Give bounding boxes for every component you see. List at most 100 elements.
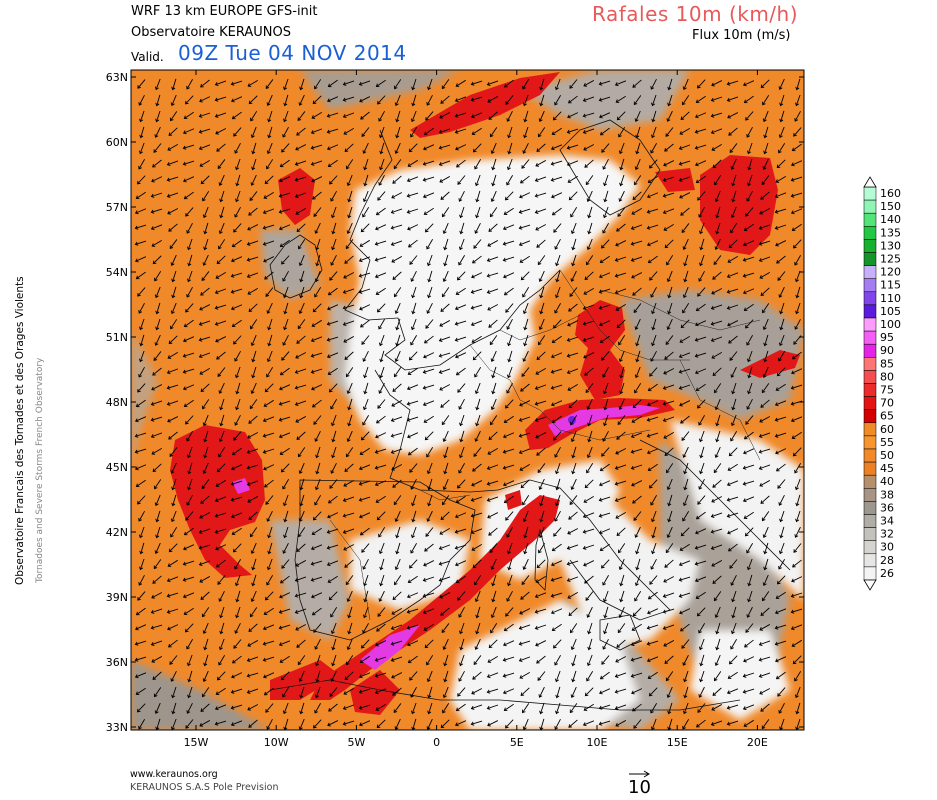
wind-arrow-head [536, 148, 541, 152]
wind-arrow [519, 192, 531, 198]
wind-arrow [568, 511, 578, 520]
wind-arrow-head [329, 277, 333, 281]
wind-arrow-head [662, 593, 667, 598]
wind-arrow [361, 639, 370, 649]
wind-arrow-head [167, 418, 171, 423]
wind-arrow-head [682, 517, 686, 522]
wind-arrow-head [743, 515, 748, 519]
wind-arrow-head [761, 597, 766, 602]
wind-arrow [199, 304, 211, 311]
wind-arrow [711, 288, 723, 295]
wind-arrow [263, 672, 275, 678]
wind-arrow-head [567, 322, 571, 327]
wind-arrow [586, 255, 594, 265]
wind-arrow-head [411, 710, 416, 715]
wind-arrow [471, 704, 483, 710]
wind-arrow-head [185, 725, 189, 729]
wind-arrow-head [200, 388, 205, 393]
wind-arrow [300, 494, 305, 506]
wind-arrow [616, 527, 626, 536]
wind-arrow-head [711, 82, 715, 87]
wind-arrow-head [760, 500, 765, 504]
wind-arrow-head [247, 498, 252, 503]
wind-arrow-head [311, 611, 316, 616]
wind-arrow-head [474, 438, 479, 442]
wind-arrow [268, 318, 273, 330]
wind-arrow [519, 463, 530, 471]
wind-arrow [599, 272, 611, 278]
wind-arrow [759, 448, 771, 453]
wind-arrow-head [424, 644, 429, 649]
wind-arrow-head [182, 594, 187, 599]
wind-arrow-head [650, 726, 655, 730]
legend-label: 90 [880, 344, 894, 357]
wind-arrow-head [523, 326, 528, 331]
wind-arrow [171, 670, 177, 682]
wind-arrow [439, 528, 450, 535]
wind-arrow-head [310, 546, 315, 551]
wind-arrow [361, 335, 370, 345]
wind-arrow-head [411, 294, 416, 299]
wind-arrow [169, 239, 178, 249]
wind-arrow [459, 238, 465, 250]
wind-arrow-head [457, 484, 461, 489]
wind-arrow [215, 720, 227, 725]
wind-arrow-head [616, 116, 621, 121]
wind-arrow [220, 190, 225, 202]
wind-arrow-head [440, 612, 444, 616]
wind-arrow [554, 302, 561, 314]
wind-arrow [312, 399, 322, 408]
wind-arrow-head [602, 646, 607, 650]
wind-arrow-head [425, 325, 429, 329]
wind-arrow-head [247, 434, 251, 439]
wind-arrow [683, 78, 689, 90]
wind-arrow-head [281, 565, 285, 569]
wind-arrow [183, 160, 195, 165]
wind-arrow [491, 398, 497, 410]
wind-arrow-head [614, 689, 619, 694]
legend-swatch [863, 409, 877, 424]
wind-arrow-head [218, 245, 222, 250]
wind-arrow-head [710, 305, 715, 310]
wind-arrow-head [294, 369, 299, 374]
wind-arrow [300, 702, 305, 714]
wind-arrow [472, 255, 482, 264]
wind-arrow-head [407, 451, 412, 456]
wind-arrow-head [171, 486, 176, 491]
wind-arrow-head [535, 642, 539, 647]
wind-arrow [791, 208, 803, 214]
lat-label: 45N [106, 461, 128, 474]
wind-arrow [695, 528, 707, 534]
wind-arrow-head [423, 419, 428, 423]
wind-arrow-head [582, 529, 587, 534]
wind-arrow-head [423, 627, 428, 631]
wind-arrow [425, 223, 434, 233]
wind-arrow-head [358, 705, 363, 710]
wind-arrow [492, 158, 497, 170]
wind-arrow-head [139, 534, 143, 539]
wind-arrow-head [731, 406, 736, 411]
wind-arrow-head [330, 613, 334, 618]
wind-arrow [379, 126, 385, 138]
wind-arrow-head [422, 577, 427, 582]
wind-arrow [603, 382, 609, 394]
wind-arrow-head [566, 561, 571, 566]
lat-label: 51N [106, 331, 128, 344]
lon-label: 15W [184, 736, 209, 749]
wind-arrow [535, 176, 547, 182]
wind-arrow-head [344, 468, 349, 472]
wind-arrow-head [502, 657, 507, 662]
website-label: www.keraunos.org [130, 769, 218, 780]
legend-label: 55 [880, 436, 894, 449]
wind-arrow-head [299, 278, 304, 283]
wind-arrow-head [378, 182, 383, 186]
wind-arrow [603, 622, 609, 634]
wind-arrow-head [550, 146, 555, 151]
wind-arrow [775, 608, 787, 614]
wind-arrow-head [699, 230, 704, 235]
wind-arrow [793, 543, 802, 553]
wind-arrow-head [664, 356, 668, 360]
wind-arrow [762, 95, 770, 105]
wind-arrow-head [487, 98, 492, 103]
wind-arrow [311, 319, 322, 327]
